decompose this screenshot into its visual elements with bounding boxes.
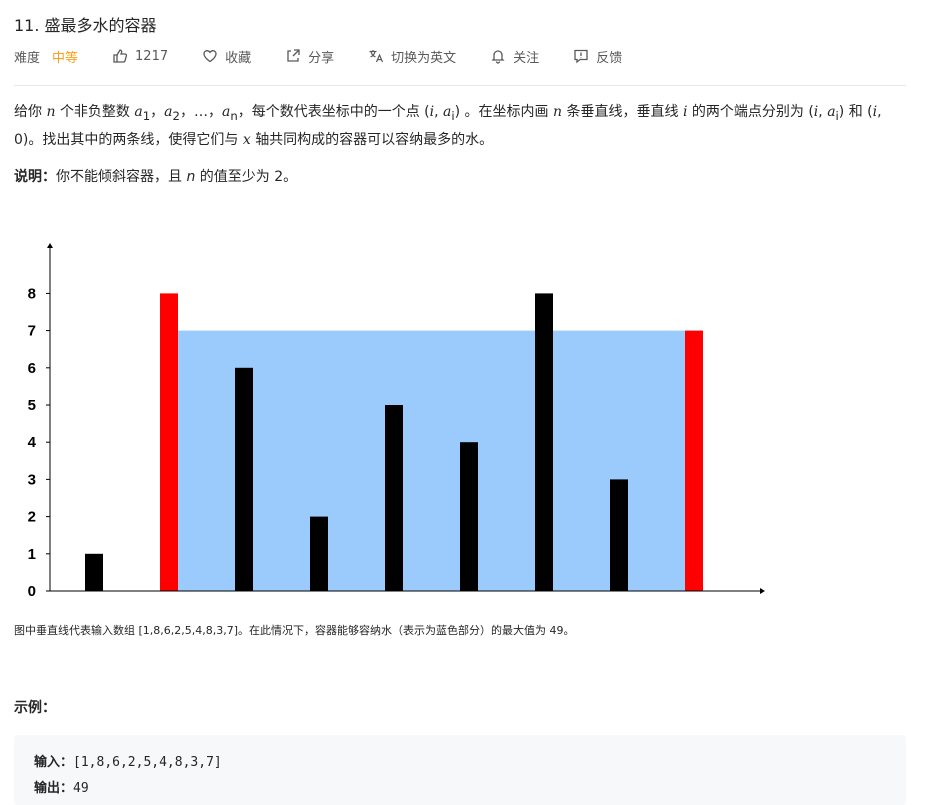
like-count: 1217 [135, 48, 169, 64]
x-axis-arrow [760, 588, 765, 594]
bar [85, 553, 103, 591]
share-icon [285, 48, 301, 64]
bar [385, 405, 403, 591]
follow-label: 关注 [513, 50, 540, 66]
bell-icon [490, 48, 506, 64]
container-bar-chart: 0 1 2 3 4 5 6 7 8 [28, 243, 765, 600]
thumbs-up-icon [112, 48, 128, 64]
highlight-bar [160, 293, 178, 591]
feedback-button[interactable]: 反馈 [573, 47, 622, 66]
like-button[interactable]: 1217 [112, 48, 168, 64]
y-tick-label: 5 [28, 397, 36, 414]
highlight-bar [685, 330, 703, 591]
problem-note: 说明：你不能倾斜容器，且 n 的值至少为 2。 [14, 169, 298, 185]
follow-button[interactable]: 关注 [490, 47, 539, 66]
difficulty-label: 难度 [14, 50, 41, 66]
heart-icon [202, 48, 218, 64]
header-divider [14, 85, 906, 86]
switch-language-button[interactable]: 切换为英文 [368, 47, 456, 66]
y-tick-label: 4 [28, 434, 37, 451]
example-code-block: 输入：[1,8,6,2,5,4,8,3,7] 输出：49 [14, 735, 906, 805]
y-tick-label: 8 [28, 285, 36, 302]
example-output-line: 输出：49 [34, 781, 89, 796]
bar [235, 367, 253, 591]
translate-icon [368, 48, 384, 64]
switch-language-label: 切换为英文 [391, 50, 457, 66]
feedback-icon [573, 48, 589, 64]
water-area [178, 330, 685, 591]
share-button[interactable]: 分享 [285, 47, 334, 66]
favorite-label: 收藏 [225, 50, 252, 66]
y-axis-arrow [47, 243, 53, 248]
y-tick-label: 3 [28, 471, 36, 488]
chart-caption: 图中垂直线代表输入数组 [1,8,6,2,5,4,8,3,7]。在此情况下，容器… [14, 624, 575, 637]
problem-meta-bar: 难度 中等 1217 收藏 [14, 44, 656, 68]
y-tick-label: 7 [28, 323, 36, 340]
y-tick-label: 0 [28, 583, 36, 600]
y-tick-label: 6 [28, 360, 36, 377]
favorite-button[interactable]: 收藏 [202, 47, 251, 66]
example-heading: 示例： [14, 700, 56, 716]
example-input-line: 输入：[1,8,6,2,5,4,8,3,7] [34, 755, 222, 770]
bar [310, 516, 328, 591]
bar [460, 442, 478, 591]
bar [610, 479, 628, 591]
feedback-label: 反馈 [596, 50, 623, 66]
bar [535, 293, 553, 591]
share-label: 分享 [308, 50, 335, 66]
y-tick-label: 2 [28, 509, 36, 526]
y-tick-label: 1 [28, 546, 36, 563]
page-title: 11. 盛最多水的容器 [14, 16, 157, 35]
difficulty-badge: 中等 [52, 50, 79, 66]
problem-description: 给你 n 个非负整数 a1，a2，…，an，每个数代表坐标中的一个点 (i, a… [14, 104, 882, 148]
